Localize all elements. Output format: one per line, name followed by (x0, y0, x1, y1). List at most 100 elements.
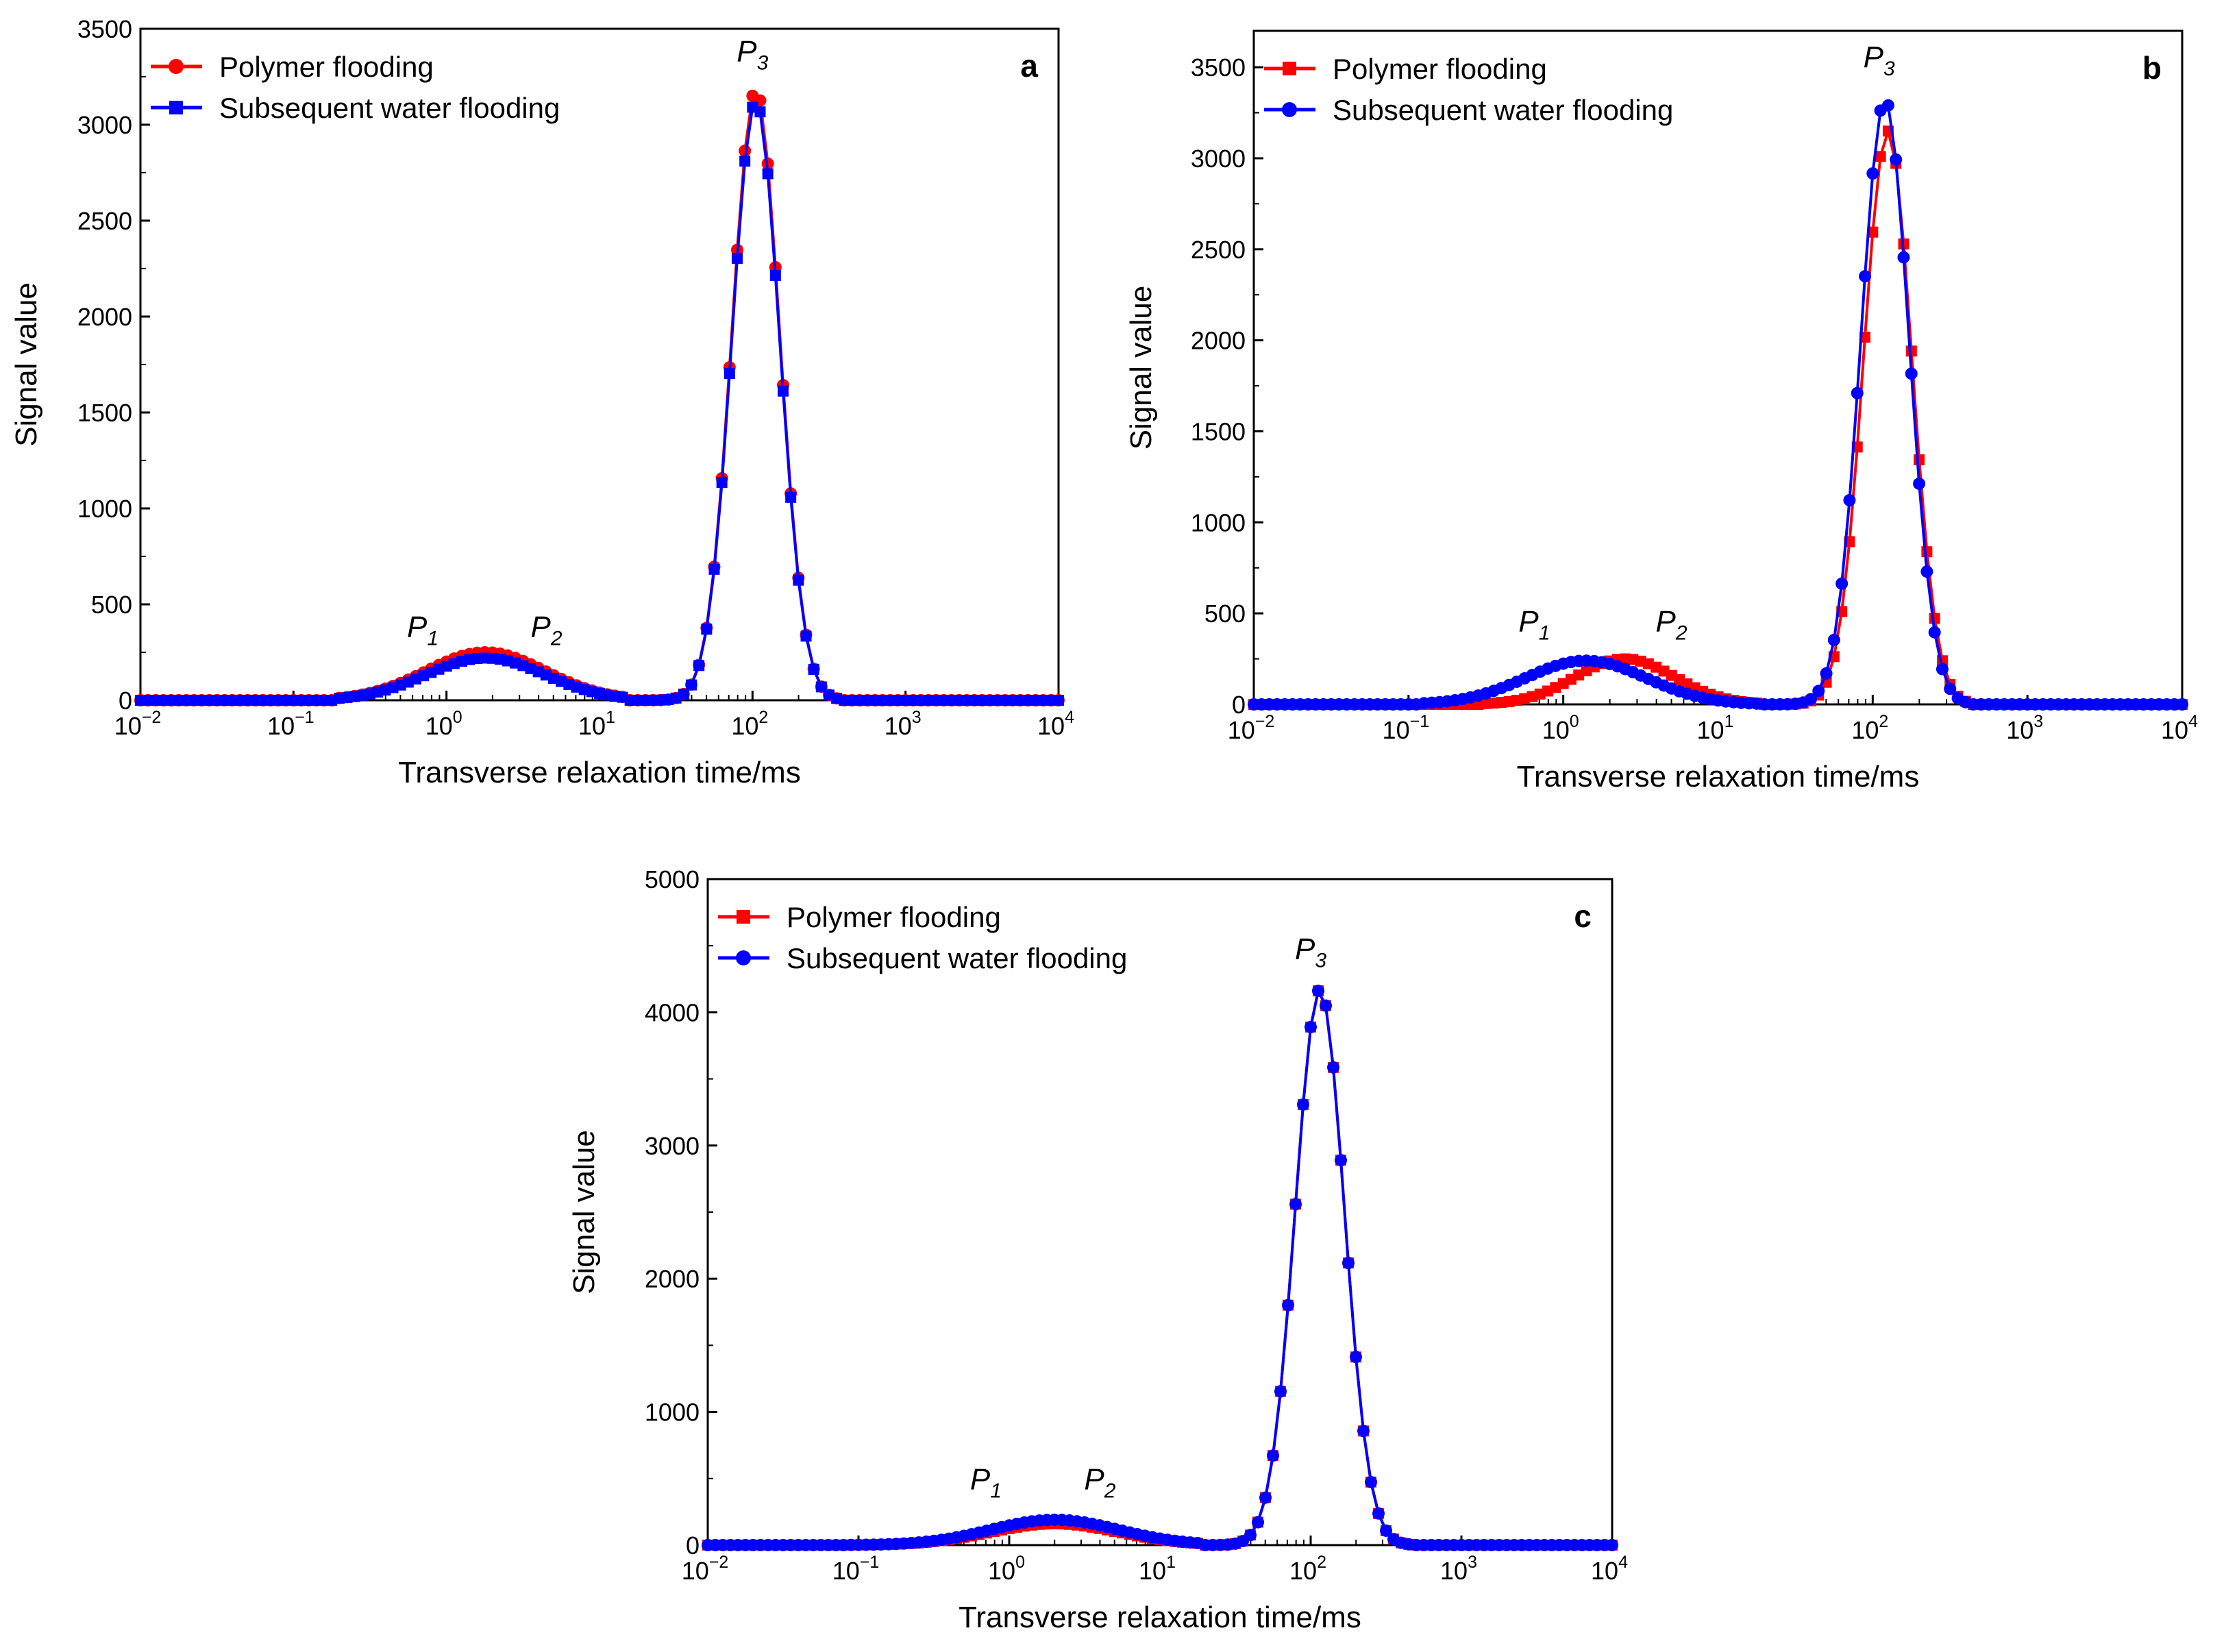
data-point (793, 574, 804, 586)
legend-entry: Polymer flooding (151, 51, 434, 83)
legend-marker (169, 59, 184, 74)
peak-label: P1 (407, 611, 438, 650)
x-axis-title: Transverse relaxation time/ms (398, 756, 801, 789)
legend-entry: Subsequent water flooding (1264, 94, 1673, 126)
data-point (1327, 1061, 1339, 1074)
data-point (2176, 698, 2188, 711)
y-tick-label: 2000 (77, 303, 132, 331)
x-tick-label: 104 (1591, 1553, 1628, 1585)
data-point (678, 689, 689, 700)
x-tick-label: 101 (1697, 712, 1734, 744)
data-point (1805, 693, 1817, 706)
data-point (686, 679, 697, 691)
series-subsequent-water-flooding (1248, 99, 2188, 711)
data-point (1859, 270, 1872, 283)
x-tick-label: 100 (1542, 712, 1579, 744)
data-point (808, 663, 819, 675)
y-tick-label: 4000 (645, 998, 700, 1026)
legend-marker (169, 101, 183, 114)
data-point (754, 106, 766, 118)
x-axis-title: Transverse relaxation time/ms (1517, 760, 1920, 793)
series-polymer-flooding (702, 985, 1618, 1551)
data-point (1274, 1385, 1287, 1398)
data-point (1820, 667, 1833, 680)
legend-label: Polymer flooding (787, 901, 1001, 933)
legend-entry: Subsequent water flooding (151, 92, 560, 124)
data-point (1936, 663, 1949, 676)
data-point (1921, 546, 1933, 558)
data-point (785, 491, 797, 503)
data-point (1851, 386, 1864, 399)
y-axis-title: Signal value (1124, 286, 1158, 450)
y-tick-label: 3500 (77, 15, 132, 43)
legend-entry: Polymer flooding (718, 901, 1001, 933)
series-subsequent-water-flooding (135, 101, 1064, 706)
data-point (739, 156, 751, 167)
data-point (1297, 1098, 1309, 1111)
legend-label: Polymer flooding (1333, 53, 1547, 85)
legend-label: Subsequent water flooding (1333, 94, 1673, 126)
series-subsequent-water-flooding (702, 985, 1618, 1551)
data-point (1380, 1524, 1392, 1537)
y-tick-label: 2500 (1191, 236, 1246, 264)
data-point (1365, 1476, 1377, 1489)
data-point (1944, 682, 1957, 695)
chart-panel-a: 0 500 1000 1500 2000 2500 3000 3500 10−2 10−1 100 1… (10, 15, 1074, 789)
y-tick-label: 2000 (645, 1265, 700, 1293)
data-point (1905, 367, 1918, 380)
y-tick-label: 3000 (77, 111, 132, 139)
data-point (1843, 494, 1856, 507)
data-point (1252, 1516, 1264, 1529)
y-axis-title: Signal value (10, 282, 43, 447)
y-tick-label: 0 (686, 1531, 700, 1559)
data-point (1812, 685, 1825, 698)
data-point (1897, 251, 1910, 264)
chart-panel-b: 0 500 1000 1500 2000 2500 3000 3500 10−2 10−1 100 1… (1124, 29, 2198, 793)
data-point (708, 563, 720, 575)
legend-marker (736, 950, 751, 965)
peak-label: P3 (1295, 933, 1326, 972)
series-polymer-flooding (1248, 125, 2188, 710)
data-point (1282, 1298, 1294, 1311)
data-point (1835, 577, 1849, 590)
panel-letter: b (2142, 50, 2162, 86)
data-point (1053, 695, 1064, 706)
data-point (1320, 999, 1332, 1012)
y-tick-label: 0 (1232, 691, 1246, 719)
x-tick-label: 100 (425, 708, 462, 740)
peak-label: P1 (1518, 605, 1550, 645)
data-point (1342, 1257, 1355, 1270)
data-point (1259, 1491, 1272, 1504)
y-tick-label: 1000 (1191, 508, 1246, 537)
x-tick-label: 102 (1289, 1553, 1326, 1585)
x-tick-label: 10−2 (114, 708, 162, 740)
x-tick-label: 10−1 (267, 708, 314, 740)
y-tick-label: 500 (91, 591, 132, 619)
data-point (1881, 99, 1894, 112)
data-point (1913, 477, 1926, 490)
x-tick-label: 10−2 (682, 1553, 729, 1585)
legend-entry: Subsequent water flooding (718, 942, 1127, 974)
x-tick-label: 104 (1037, 708, 1074, 740)
x-tick-label: 102 (1851, 712, 1888, 744)
data-point (1335, 1154, 1347, 1167)
data-point (701, 624, 713, 635)
y-tick-label: 0 (119, 687, 132, 715)
peak-label: P3 (737, 35, 768, 75)
panel-letter: a (1020, 48, 1038, 84)
legend-label: Subsequent water flooding (219, 92, 560, 124)
y-tick-label: 5000 (645, 865, 700, 893)
x-tick-label: 101 (1139, 1553, 1176, 1585)
data-point (1289, 1198, 1302, 1211)
series-line (708, 987, 1612, 1547)
data-point (800, 630, 812, 642)
y-tick-label: 1500 (1191, 417, 1246, 445)
y-tick-label: 3000 (1191, 145, 1246, 173)
peak-label: P2 (1084, 1462, 1115, 1502)
peak-label: P3 (1864, 40, 1895, 80)
legend-label: Subsequent water flooding (787, 942, 1127, 974)
x-tick-label: 101 (578, 708, 615, 740)
data-point (1312, 985, 1324, 998)
data-point (1827, 633, 1840, 646)
y-tick-label: 2000 (1191, 327, 1246, 355)
